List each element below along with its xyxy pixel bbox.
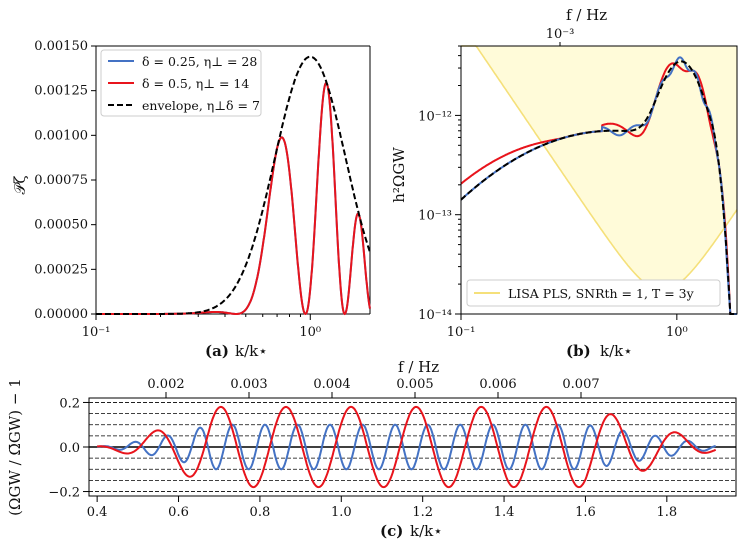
x-tick-label: 10⁰ [666,325,688,340]
top-tick-label: 0.007 [562,377,599,392]
x-tick-label: 1.2 [412,505,433,520]
top-tick-label: 0.002 [147,377,184,392]
panel-b-caption: (b) [566,342,591,360]
y-tick-label: 10⁻¹⁴ [418,308,452,323]
panel-c: 0.4 0.6 0.8 1.0 1.2 1.4 1.6 1.8 −0.2 0.0 0.2 0.002 0… [6,358,737,540]
x-tick-label: 0.6 [168,505,189,520]
panel-a-legend: δ = 0.25, η⊥ = 28 δ = 0.5, η⊥ = 14 envel… [100,49,262,117]
top-tick-label: 0.003 [230,377,267,392]
y-tick-label: 0.00100 [34,128,88,143]
panel-c-caption: (c) [380,522,403,540]
panel-b-top-tick: 10⁻³ [546,27,575,42]
panel-a: 0.00000 0.00025 0.00050 0.00075 0.00100 0.001… [11,39,371,360]
legend-frame [466,279,721,307]
series-line-envelope [96,55,371,315]
panel-a-xlabel: k/k⋆ [235,342,268,360]
y-tick-label: 0.00050 [34,218,88,233]
x-tick-label: 10⁻¹ [447,325,476,340]
series-line-envelope [460,60,737,315]
panel-a-caption: (a) [205,342,229,360]
y-tick-label: 0.00075 [34,173,88,188]
legend-frame [100,49,262,117]
y-tick-label: 0.00125 [34,84,88,99]
y-tick-label: 10⁻¹² [418,109,452,124]
y-tick-label: 0.00000 [34,307,88,322]
panel-b-ylabel: h²ΩGW [390,147,408,203]
legend-label-lisa: LISA PLS, SNRth = 1, T = 3y [508,286,695,301]
panel-a-ylabel: 𝒫ζ [11,176,29,195]
x-tick-label: 10⁻¹ [82,325,111,340]
panel-c-ylabel: (ΩGW / Ω̄GW) − 1 [6,378,24,516]
y-tick-label: 10⁻¹³ [418,209,452,224]
series-line-red [97,405,717,489]
x-tick-label: 1.6 [575,505,596,520]
x-tick-label: 0.4 [87,505,108,520]
lisa-pls-curve [461,45,738,291]
lisa-pls-below-region [461,46,737,314]
panel-b-xlabel: k/k⋆ [600,342,633,360]
series-line-red [96,81,371,316]
panel-b: 10⁻¹⁴ 10⁻¹³ 10⁻¹² 10⁻¹ 10⁰ LISA PLS, SNRth =… [390,6,738,360]
y-tick-label: 0.0 [59,441,80,456]
x-tick-label: 1.4 [494,505,515,520]
legend-label-blue: δ = 0.25, η⊥ = 28 [142,54,257,69]
x-tick-label: 10⁰ [299,325,321,340]
panel-c-top-label: f / Hz [398,358,439,376]
panel-c-xlabel: k/k⋆ [410,522,443,540]
y-tick-label: 0.00150 [34,39,88,54]
y-tick-label: 0.2 [59,396,80,411]
panel-b-top-label: f / Hz [566,6,607,24]
x-tick-label: 1.8 [656,505,677,520]
legend-label-envelope: envelope, η⊥δ = 7 [142,98,260,113]
series-line-blue [96,423,716,471]
panel-b-legend: LISA PLS, SNRth = 1, T = 3y [466,279,721,307]
y-tick-label: −0.2 [48,486,80,501]
x-tick-label: 0.8 [250,505,271,520]
series-line-blue [96,81,371,316]
panel-b-frame [460,45,738,315]
x-tick-label: 1.0 [331,505,352,520]
top-tick-label: 0.005 [396,377,433,392]
legend-label-red: δ = 0.5, η⊥ = 14 [142,76,249,91]
y-tick-label: 0.00025 [34,262,88,277]
top-tick-label: 0.006 [479,377,516,392]
top-tick-label: 0.004 [313,377,350,392]
